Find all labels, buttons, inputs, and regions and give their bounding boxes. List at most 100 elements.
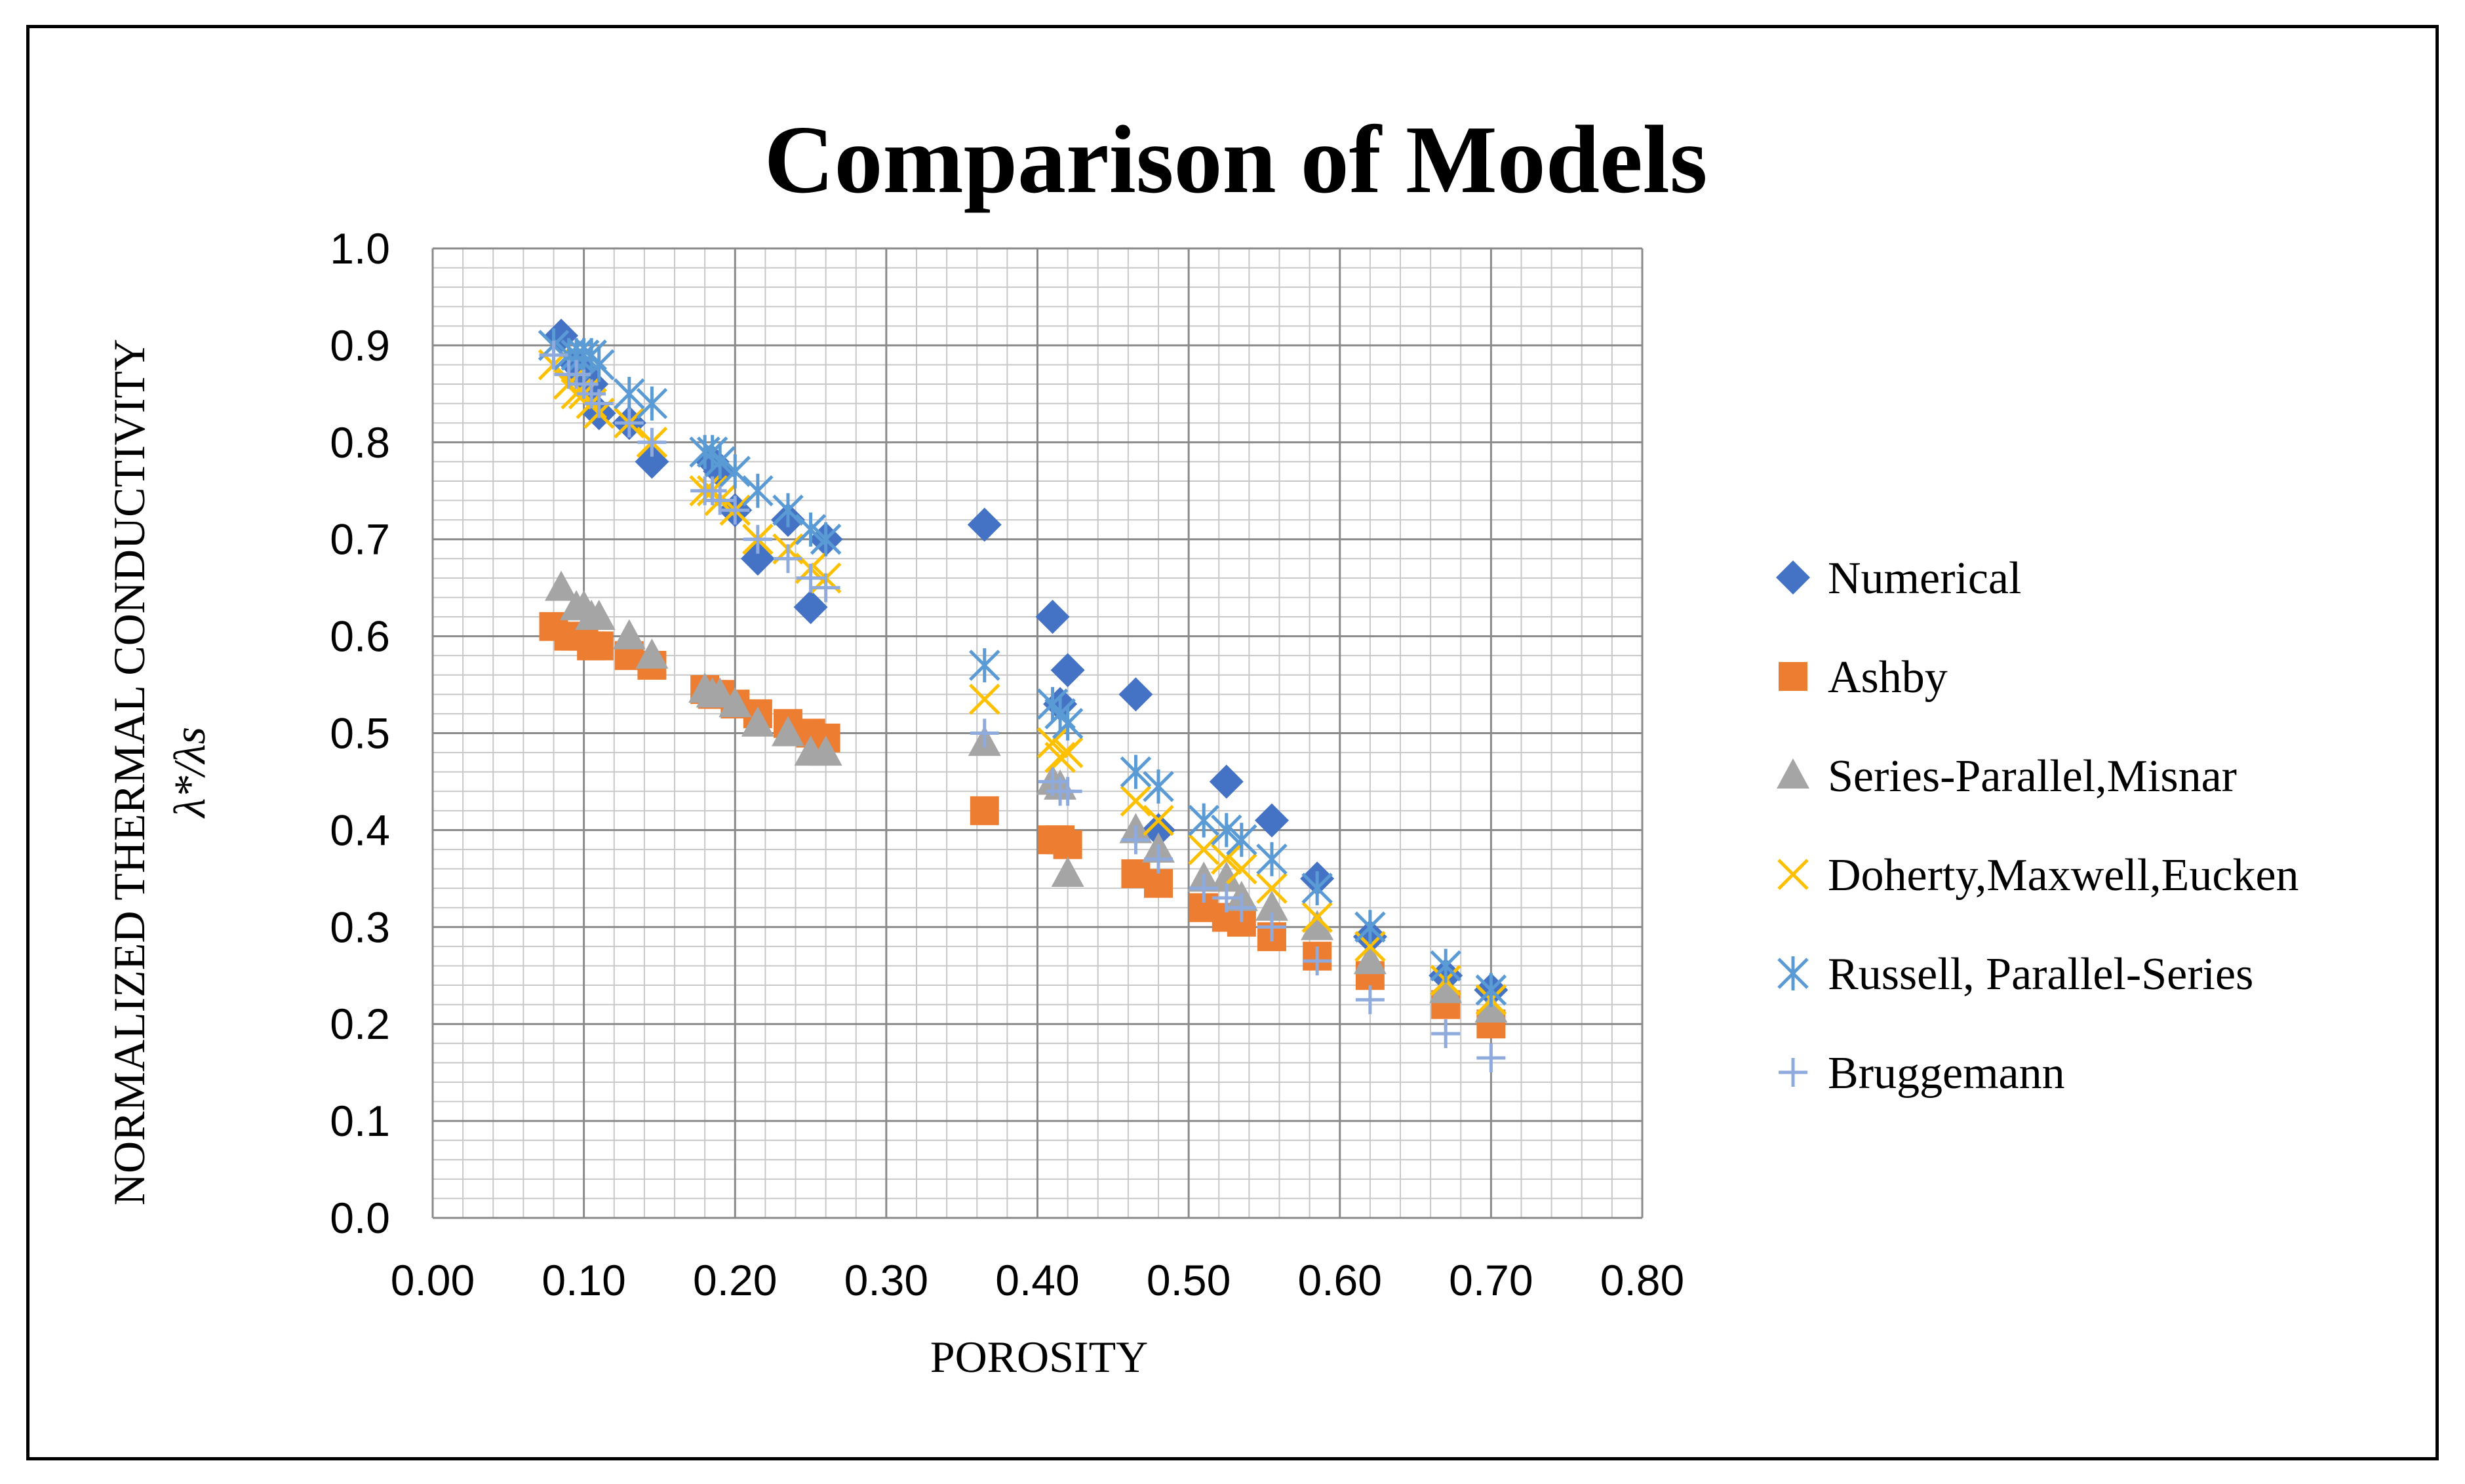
data-point xyxy=(614,408,644,438)
data-point xyxy=(1143,804,1174,836)
data-point xyxy=(1226,853,1257,885)
legend-item: Ashby xyxy=(1779,652,1948,703)
data-point xyxy=(1354,910,1386,945)
data-point xyxy=(1474,992,1508,1023)
data-point xyxy=(704,444,736,479)
legend-marker xyxy=(1777,956,1809,990)
x-tick-label: 0.30 xyxy=(844,1256,928,1304)
y-tick-label: 1.0 xyxy=(330,224,390,273)
data-point xyxy=(809,735,842,766)
series-russell-parallel-series xyxy=(538,328,1507,1007)
y-tick-label: 0.1 xyxy=(330,1097,390,1145)
y-tick-label: 0.9 xyxy=(330,321,390,370)
data-point xyxy=(568,338,600,372)
data-point xyxy=(1353,944,1387,975)
data-point xyxy=(584,389,614,418)
legend-label: Doherty,Maxwell,Eucken xyxy=(1828,850,2299,901)
data-point xyxy=(1120,785,1152,817)
x-tick-label: 0.80 xyxy=(1600,1256,1684,1304)
data-point xyxy=(1121,825,1151,855)
data-point xyxy=(719,454,751,489)
data-point xyxy=(1050,653,1085,688)
data-point xyxy=(1254,803,1289,838)
data-point xyxy=(1257,912,1286,942)
legend-marker xyxy=(1777,859,1809,890)
legend-label: Russell, Parallel-Series xyxy=(1828,949,2253,1000)
y-tick-label: 0.0 xyxy=(330,1194,390,1242)
data-point xyxy=(742,473,774,508)
y-axis-ticks: 0.0 0.1 0.2 0.3 0.4 0.5 0.6 0.7 0.8 0.9 1.0 xyxy=(330,224,390,1242)
data-point xyxy=(1431,1019,1461,1048)
legend-item: Russell, Parallel-Series xyxy=(1777,949,2253,1000)
y-tick-label: 0.5 xyxy=(330,709,390,758)
data-point xyxy=(1210,861,1243,892)
data-point xyxy=(1052,706,1084,741)
data-point xyxy=(1211,844,1242,875)
chart-canvas: Comparison of Models 0.00.10.20.30.40.50… xyxy=(104,106,2299,1382)
legend-label: Series-Parallel,Misnar xyxy=(1828,751,2237,802)
data-point xyxy=(635,638,669,669)
data-point xyxy=(967,507,1002,542)
legend-marker xyxy=(1779,1058,1807,1087)
legend: Numerical Ashby Series-Parallel,Misnar Dohe… xyxy=(1776,553,2299,1099)
data-point xyxy=(1303,947,1332,976)
data-point xyxy=(1209,764,1244,799)
data-point xyxy=(637,427,667,457)
series-series-parallel-misnar xyxy=(545,570,1508,1023)
data-point xyxy=(1475,973,1507,1007)
x-tick-label: 0.60 xyxy=(1298,1256,1382,1304)
x-tick-label: 0.00 xyxy=(391,1256,475,1304)
data-point xyxy=(1476,1043,1506,1072)
data-point xyxy=(810,522,842,556)
data-point xyxy=(1053,777,1082,806)
y-tick-label: 0.8 xyxy=(330,418,390,467)
data-point xyxy=(1256,842,1288,876)
data-point xyxy=(1144,844,1173,874)
x-tick-label: 0.10 xyxy=(542,1256,625,1304)
data-point xyxy=(1035,600,1070,635)
legend-item: Series-Parallel,Misnar xyxy=(1777,751,2237,802)
data-point xyxy=(1301,871,1333,906)
y-tick-label: 0.3 xyxy=(330,903,390,951)
data-points xyxy=(538,319,1509,1072)
data-point xyxy=(969,648,1000,682)
data-point xyxy=(689,435,720,469)
data-point xyxy=(1120,754,1152,789)
data-point xyxy=(1189,874,1219,903)
data-point xyxy=(772,493,804,528)
data-point xyxy=(545,570,578,601)
legend-marker xyxy=(1776,560,1810,595)
x-axis-ticks: 0.00 0.10 0.20 0.30 0.40 0.50 0.60 0.70 0.80 xyxy=(391,1256,1684,1304)
data-point xyxy=(584,631,614,661)
data-point xyxy=(1226,823,1257,857)
chart-title: Comparison of Models xyxy=(764,106,1708,214)
y-axis-title: NORMALIZED THERMAL CONDUCTIVITY xyxy=(104,339,154,1205)
data-point xyxy=(970,718,999,748)
x-tick-label: 0.20 xyxy=(693,1256,777,1304)
x-tick-label: 0.40 xyxy=(995,1256,1079,1304)
series-doherty-maxwell-eucken xyxy=(538,349,1507,1015)
data-point xyxy=(1143,769,1174,804)
data-point xyxy=(1053,830,1082,859)
legend-label: Ashby xyxy=(1828,652,1948,703)
data-point xyxy=(1051,856,1084,887)
data-point xyxy=(771,716,804,747)
x-axis-title: POROSITY xyxy=(930,1332,1149,1382)
data-point xyxy=(1188,834,1219,865)
y-axis-label: NORMALIZED THERMAL CONDUCTIVITY λ*/λs xyxy=(104,339,214,1205)
data-point xyxy=(796,563,825,593)
data-point xyxy=(970,796,999,825)
y-tick-label: 0.7 xyxy=(330,515,390,564)
x-tick-label: 0.70 xyxy=(1449,1256,1533,1304)
data-point xyxy=(539,340,568,370)
data-point xyxy=(1430,948,1461,983)
legend-label: Numerical xyxy=(1828,553,2021,604)
data-point xyxy=(1118,677,1153,712)
data-point xyxy=(1301,901,1333,933)
data-point xyxy=(793,590,828,625)
y-tick-label: 0.2 xyxy=(330,1000,390,1048)
data-point xyxy=(743,524,772,554)
data-point xyxy=(1301,910,1334,941)
chart-frame: Comparison of Models 0.0 0.1 0.2 0.3 0.4 0.5 0… xyxy=(26,25,2439,1460)
x-tick-label: 0.50 xyxy=(1147,1256,1231,1304)
